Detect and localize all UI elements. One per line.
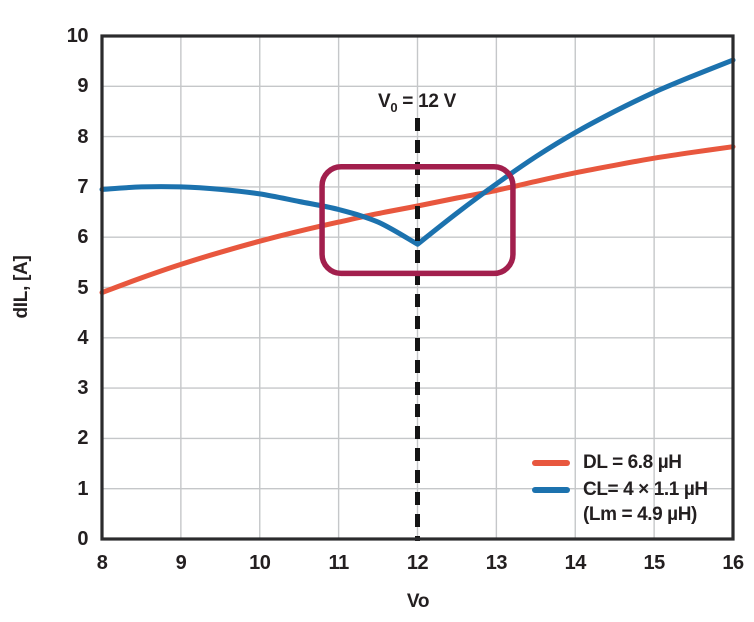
series-line-cl [99, 57, 736, 247]
x-tick-label: 12 [406, 552, 429, 574]
x-tick-label: 10 [249, 552, 271, 574]
legend-row-cl-sub: (Lm = 4.9 µH) [532, 503, 708, 527]
legend-swatch-dl-icon [532, 459, 570, 466]
x-tick-label: 11 [328, 552, 350, 574]
legend-label-cl: CL= 4 × 1.1 µH [583, 478, 708, 500]
y-tick-label: 5 [77, 276, 88, 299]
legend-row-cl: CL= 4 × 1.1 µH [532, 476, 708, 503]
y-tick-label: 9 [77, 75, 88, 98]
y-axis-label: dIL, [A] [11, 255, 32, 319]
y-tick-label: 8 [77, 125, 88, 148]
marker-label-sub: 0 [390, 99, 398, 115]
y-tick-label: 10 [66, 25, 89, 47]
x-tick-label: 13 [485, 552, 508, 574]
y-tick-label: 2 [77, 427, 88, 450]
y-tick-label: 4 [77, 326, 88, 349]
y-tick-label: 1 [77, 477, 88, 500]
legend-label-dl: DL = 6.8 µH [583, 451, 682, 473]
x-tick-label: 14 [564, 552, 587, 574]
plot-frame [100, 34, 735, 541]
legend-row-dl: DL = 6.8 µH [532, 449, 708, 476]
marker-label-rest: = 12 V [397, 91, 456, 112]
y-tick-label: 3 [77, 377, 88, 400]
y-tick-label: 7 [77, 175, 88, 198]
y-tick-label: 0 [77, 528, 88, 550]
x-tick-label: 16 [722, 552, 744, 574]
y-tick-label: 6 [77, 226, 88, 249]
marker-label-base: V [378, 91, 391, 112]
annotation-box [319, 164, 516, 277]
x-tick-label: 15 [643, 552, 666, 574]
x-tick-label: 9 [175, 552, 187, 574]
legend-swatch-cl-icon [532, 486, 570, 493]
x-tick-label: 8 [96, 552, 108, 574]
marker-line-label: V0 = 12 V [317, 91, 517, 115]
x-axis-label: Vo [406, 591, 430, 612]
legend-sublabel-cl: (Lm = 4.9 µH) [583, 504, 697, 525]
legend: DL = 6.8 µH CL= 4 × 1.1 µH (Lm = 4.9 µH) [532, 449, 708, 527]
